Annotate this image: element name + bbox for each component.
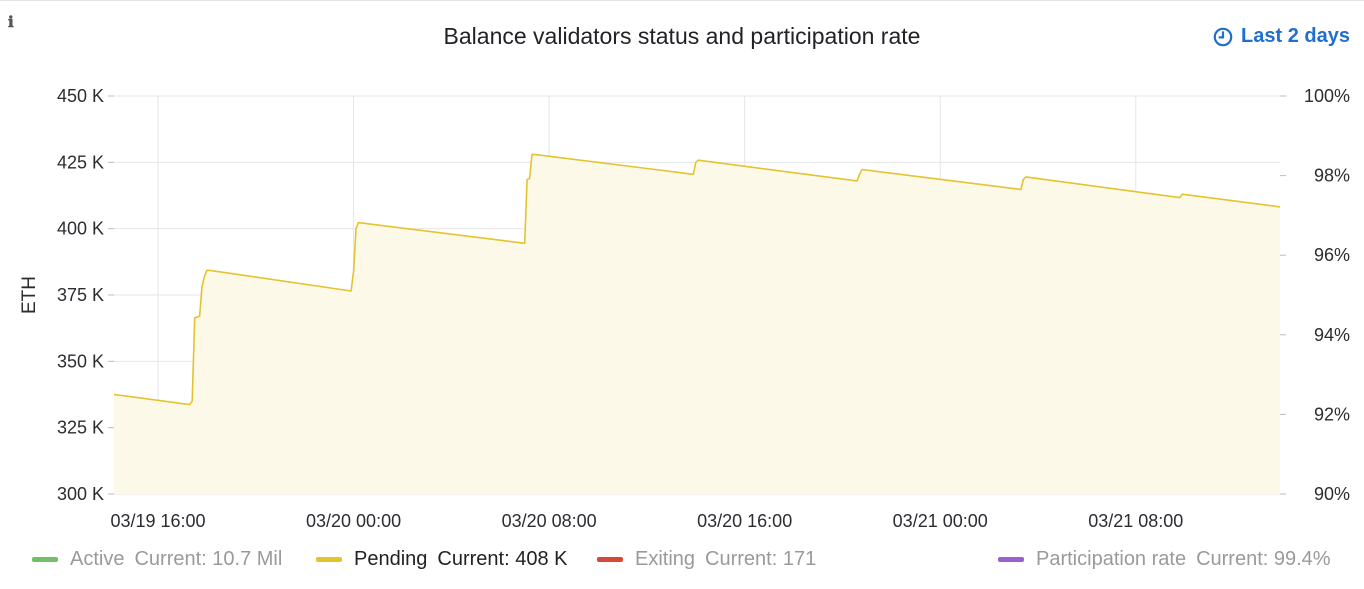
time-range-picker[interactable]: Last 2 days <box>1213 25 1350 48</box>
legend-current-value: Current: 99.4% <box>1196 548 1331 570</box>
x-tick-label: 03/20 00:00 <box>306 511 401 531</box>
y-tick-label: 300 K <box>57 484 104 504</box>
y-tick-label: 325 K <box>57 418 104 438</box>
legend-series-name: Participation rate <box>1036 548 1187 570</box>
legend-series-name: Pending <box>354 548 428 570</box>
y-tick-label: 425 K <box>57 152 104 172</box>
series-area-pending <box>114 154 1280 494</box>
y2-tick-label: 96% <box>1314 245 1350 265</box>
series-line-pending <box>113 153 1281 406</box>
legend-swatch <box>32 557 58 562</box>
y2-tick-label: 98% <box>1314 166 1350 186</box>
x-tick-label: 03/21 00:00 <box>893 511 988 531</box>
y2-tick-label: 92% <box>1314 404 1350 424</box>
panel-title: Balance validators status and participat… <box>443 23 921 49</box>
time-range-label: Last 2 days <box>1241 25 1350 47</box>
legend: Active Current: 10.7 Mil Pending Current: 4… <box>0 548 1364 574</box>
y-tick-label: 350 K <box>57 351 104 371</box>
y-tick-label: 450 K <box>57 86 104 106</box>
legend-current-value: Current: 10.7 Mil <box>134 548 283 570</box>
clock-icon <box>1213 27 1233 46</box>
legend-item-participation-rate[interactable]: Participation rate Current: 99.4% <box>998 548 1331 571</box>
y2-tick-label: 90% <box>1314 484 1350 504</box>
legend-series-name: Active <box>70 548 125 570</box>
y2-tick-label: 100% <box>1304 86 1350 106</box>
legend-item-exiting[interactable]: Exiting Current: 171 <box>597 548 816 571</box>
legend-swatch <box>316 557 342 562</box>
y-axis-label: ETH <box>19 276 40 314</box>
x-tick-label: 03/21 08:00 <box>1088 511 1183 531</box>
legend-current-value: Current: 408 K <box>437 548 568 570</box>
y2-tick-label: 94% <box>1314 325 1350 345</box>
legend-item-active[interactable]: Active Current: 10.7 Mil <box>32 548 282 571</box>
legend-series-name: Exiting <box>635 548 696 570</box>
legend-item-pending[interactable]: Pending Current: 408 K <box>316 548 567 571</box>
x-tick-label: 03/20 08:00 <box>502 511 597 531</box>
chart-canvas[interactable]: 300 K 325 K 350 K 375 K 400 K 425 K 450 K 90% 92… <box>0 1 1364 541</box>
x-tick-label: 03/19 16:00 <box>110 511 205 531</box>
legend-swatch <box>597 557 623 562</box>
info-icon[interactable]: ℹ <box>8 13 14 31</box>
y-tick-label: 400 K <box>57 219 104 239</box>
legend-current-value: Current: 171 <box>705 548 817 570</box>
legend-swatch <box>998 557 1024 562</box>
x-tick-label: 03/20 16:00 <box>697 511 792 531</box>
y-tick-label: 375 K <box>57 285 104 305</box>
